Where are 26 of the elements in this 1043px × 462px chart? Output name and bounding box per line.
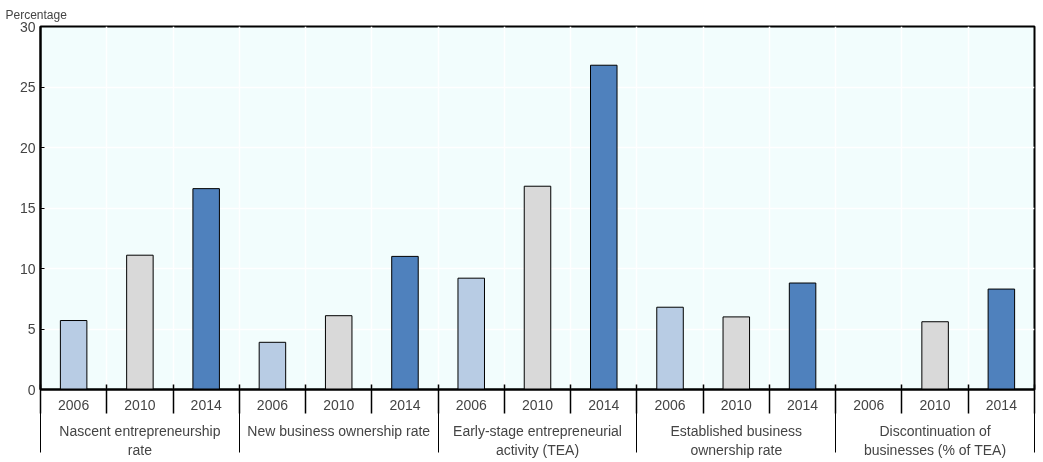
y-tick-label: 20 bbox=[19, 139, 36, 156]
y-tick-label: 0 bbox=[27, 381, 36, 398]
legend-label: 2006 bbox=[58, 396, 90, 413]
y-tick-label: 10 bbox=[19, 260, 36, 277]
x-tick-label: New business ownership rate bbox=[247, 422, 431, 439]
text: 2014 bbox=[588, 396, 620, 413]
text: 2010 bbox=[919, 396, 951, 413]
legend-label: 2014 bbox=[190, 396, 222, 413]
y-tick-label: 15 bbox=[19, 200, 36, 216]
text: 2006 bbox=[455, 396, 487, 413]
text: 2014 bbox=[389, 396, 421, 413]
text: 2006 bbox=[654, 396, 686, 413]
x-tick-label: Early-stage entrepreneurial activity (TEA) bbox=[453, 422, 622, 458]
x-tick-label: Nascent entrepreneurship rate bbox=[59, 422, 221, 458]
y-tick-label: 5 bbox=[27, 321, 36, 337]
text: 2006 bbox=[256, 396, 289, 413]
x-tick-label: Discontinuation of businesses (% of TEA) bbox=[863, 422, 1007, 458]
x-tick-label: Established business ownership rate bbox=[670, 422, 803, 458]
y-tick-label: 25 bbox=[19, 79, 36, 95]
text: 2010 bbox=[323, 396, 355, 413]
text: 2010 bbox=[521, 396, 554, 413]
text: 2014 bbox=[985, 396, 1017, 413]
legend-label: 2010 bbox=[124, 396, 156, 413]
text: 2014 bbox=[786, 396, 819, 413]
text: 2010 bbox=[720, 396, 752, 413]
text: 2006 bbox=[853, 396, 885, 413]
